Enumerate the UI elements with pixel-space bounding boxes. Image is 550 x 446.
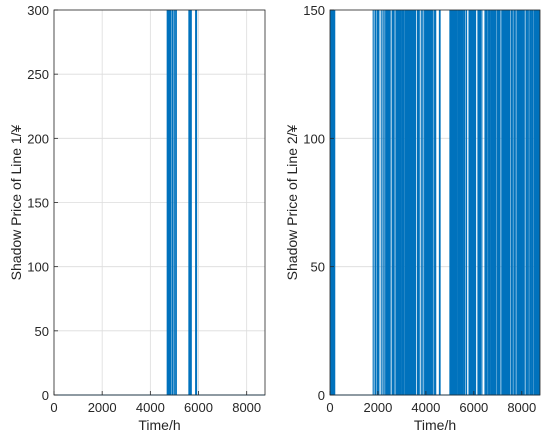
- series-dense-band: [533, 10, 540, 395]
- series-dense-band: [330, 10, 336, 395]
- x-tick-label: 8000: [232, 400, 261, 415]
- x-tick-label: 6000: [184, 400, 213, 415]
- x-axis-label: Time/h: [414, 417, 456, 433]
- x-tick-label: 6000: [459, 400, 488, 415]
- series-dense-band: [471, 10, 476, 395]
- y-tick-label: 50: [311, 260, 325, 275]
- y-tick-label: 0: [42, 388, 49, 403]
- y-tick-label: 150: [303, 3, 325, 18]
- series-dense-band: [451, 10, 456, 395]
- y-tick-label: 300: [27, 3, 49, 18]
- series-dense-band: [493, 10, 496, 395]
- series-dense-band: [505, 10, 509, 395]
- x-tick-label: 0: [50, 400, 57, 415]
- x-tick-label: 4000: [136, 400, 165, 415]
- series-dense-band: [459, 10, 464, 395]
- axes-box: [329, 9, 541, 396]
- y-tick-label: 200: [27, 131, 49, 146]
- chart-panel-line2: 0 2000 4000 6000 8000 0 50 100 150 Time/h Shadow P…: [284, 3, 541, 433]
- chart-panel-line1: 0 2000 4000 6000 8000 0 50 100 150 200 250 300 Time/…: [8, 3, 266, 433]
- y-tick-label: 150: [27, 196, 49, 211]
- x-tick-label: 8000: [507, 400, 536, 415]
- x-tick-label: 2000: [88, 400, 117, 415]
- y-tick-label: 100: [27, 260, 49, 275]
- y-axis-label: Shadow Price of Line 1/¥: [8, 124, 24, 280]
- x-axis-label: Time/h: [138, 417, 180, 433]
- x-tick-label: 2000: [363, 400, 392, 415]
- y-tick-label: 100: [303, 131, 325, 146]
- y-axis-label: Shadow Price of Line 2/¥: [284, 124, 300, 280]
- y-tick-label: 50: [35, 324, 49, 339]
- y-tick-label: 250: [27, 67, 49, 82]
- x-tick-label: 0: [326, 400, 333, 415]
- series-dense-band: [520, 10, 523, 395]
- y-tick-label: 0: [318, 388, 325, 403]
- x-tick-label: 4000: [411, 400, 440, 415]
